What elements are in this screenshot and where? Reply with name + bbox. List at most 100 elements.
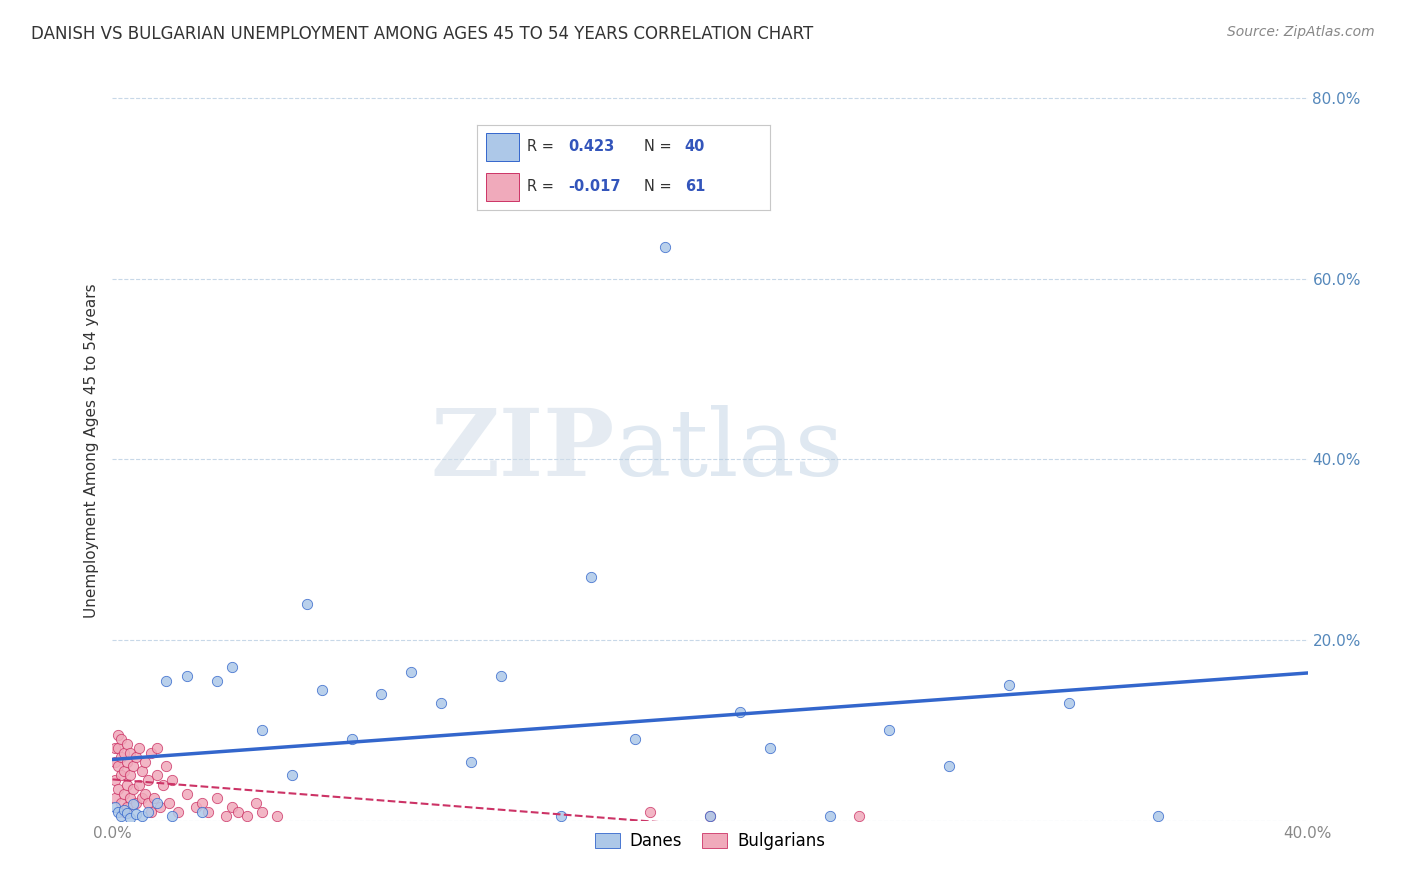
Point: [120, 791, 142, 805]
Point: [818, 809, 841, 823]
Point: [104, 755, 127, 769]
Point: [236, 809, 259, 823]
Point: [460, 755, 482, 769]
Point: [141, 805, 163, 819]
Point: [107, 782, 129, 797]
Point: [245, 796, 267, 810]
Point: [728, 706, 751, 720]
Point: [114, 805, 135, 819]
Point: [107, 759, 129, 773]
Point: [155, 673, 177, 688]
Point: [226, 805, 249, 819]
Point: [489, 669, 512, 683]
Point: [879, 723, 901, 738]
Point: [122, 782, 145, 797]
Point: [579, 570, 602, 584]
Point: [176, 669, 198, 683]
Point: [117, 755, 139, 769]
Point: [104, 741, 127, 756]
Point: [104, 791, 127, 805]
Point: [138, 805, 160, 819]
Point: [699, 809, 721, 823]
Text: ZIP: ZIP: [430, 406, 614, 495]
Point: [134, 787, 156, 801]
Point: [197, 805, 219, 819]
Point: [998, 678, 1021, 692]
Point: [167, 805, 190, 819]
Point: [191, 796, 214, 810]
Point: [122, 759, 145, 773]
Point: [131, 809, 153, 823]
Point: [311, 682, 333, 697]
Point: [138, 796, 160, 810]
Point: [110, 750, 132, 764]
Point: [146, 768, 169, 782]
Point: [1147, 809, 1170, 823]
Point: [114, 764, 135, 778]
Point: [110, 809, 132, 823]
Point: [205, 673, 228, 688]
Point: [191, 805, 214, 819]
Point: [110, 768, 132, 782]
Point: [699, 809, 721, 823]
Point: [104, 800, 127, 814]
Point: [221, 660, 243, 674]
Point: [149, 800, 172, 814]
Point: [107, 741, 129, 756]
Point: [125, 807, 148, 822]
Point: [654, 240, 676, 254]
Point: [221, 800, 243, 814]
Point: [120, 811, 142, 825]
Point: [250, 723, 273, 738]
Point: [110, 796, 132, 810]
Point: [295, 597, 318, 611]
Point: [117, 737, 139, 751]
Point: [143, 791, 166, 805]
Point: [162, 772, 183, 787]
Point: [640, 805, 662, 819]
Point: [146, 741, 169, 756]
Point: [134, 755, 156, 769]
Point: [114, 787, 135, 801]
Point: [759, 741, 782, 756]
Point: [107, 728, 129, 742]
Point: [848, 809, 870, 823]
Point: [550, 809, 572, 823]
Point: [125, 750, 148, 764]
Point: [120, 768, 142, 782]
Point: [128, 741, 150, 756]
Point: [401, 665, 423, 679]
Point: [1057, 696, 1080, 710]
Point: [125, 796, 148, 810]
Point: [250, 805, 273, 819]
Point: [146, 796, 169, 810]
Point: [138, 772, 160, 787]
Point: [117, 800, 139, 814]
Point: [117, 778, 139, 792]
Legend: Danes, Bulgarians: Danes, Bulgarians: [588, 825, 832, 856]
Point: [340, 732, 363, 747]
Point: [205, 791, 228, 805]
Point: [624, 732, 647, 747]
Point: [117, 806, 139, 821]
Point: [938, 759, 960, 773]
Text: DANISH VS BULGARIAN UNEMPLOYMENT AMONG AGES 45 TO 54 YEARS CORRELATION CHART: DANISH VS BULGARIAN UNEMPLOYMENT AMONG A…: [31, 25, 813, 43]
Point: [128, 778, 150, 792]
Point: [114, 803, 135, 817]
Point: [131, 791, 153, 805]
Point: [186, 800, 208, 814]
Point: [155, 759, 177, 773]
Point: [162, 809, 183, 823]
Text: atlas: atlas: [614, 406, 844, 495]
Point: [157, 796, 180, 810]
Point: [107, 805, 129, 819]
Point: [281, 768, 304, 782]
Point: [120, 746, 142, 760]
Point: [141, 746, 163, 760]
Text: Source: ZipAtlas.com: Source: ZipAtlas.com: [1227, 25, 1375, 39]
Point: [114, 746, 135, 760]
Point: [104, 772, 127, 787]
Point: [266, 809, 288, 823]
Point: [176, 787, 198, 801]
Point: [370, 687, 392, 701]
